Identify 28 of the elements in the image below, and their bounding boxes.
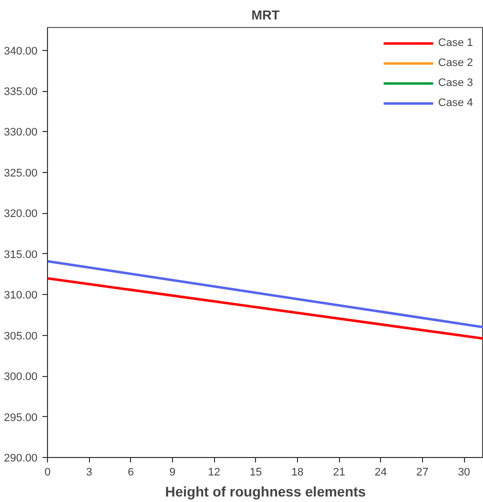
y-tick-label: 335.00 — [4, 86, 38, 98]
y-tick-label: 340.00 — [4, 45, 38, 58]
y-tick-label: 330.00 — [4, 126, 38, 139]
x-tick-label: 27 — [416, 466, 429, 478]
y-tick-label: 325.00 — [4, 167, 38, 180]
x-axis-title: Height of roughness elements — [165, 484, 366, 500]
y-tick-label: 295.00 — [4, 412, 38, 424]
x-tick-label: 6 — [128, 466, 134, 478]
y-tick-label: 290.00 — [4, 452, 38, 464]
x-tick-label: 21 — [332, 466, 346, 478]
y-tick-label: 310.00 — [4, 290, 38, 302]
y-tick-label: 300.00 — [4, 371, 38, 384]
legend-label: Case 1 — [438, 37, 473, 49]
y-tick-label: 315.00 — [4, 248, 38, 261]
y-tick-label: 320.00 — [4, 208, 38, 220]
chart-title: MRT — [251, 8, 280, 22]
x-tick-label: 18 — [291, 466, 304, 478]
x-tick-label: 3 — [86, 466, 92, 478]
x-tick-label: 12 — [208, 466, 220, 478]
y-tick-label: 305.00 — [4, 330, 38, 342]
x-tick-label: 30 — [458, 466, 470, 478]
x-tick-label: 24 — [374, 466, 387, 478]
legend-label: Case 3 — [438, 77, 473, 89]
legend-label: Case 4 — [438, 97, 473, 109]
legend-label: Case 2 — [438, 57, 473, 69]
x-tick-label: 9 — [169, 466, 176, 478]
x-tick-label: 0 — [44, 466, 51, 478]
x-tick-label: 15 — [250, 466, 262, 478]
